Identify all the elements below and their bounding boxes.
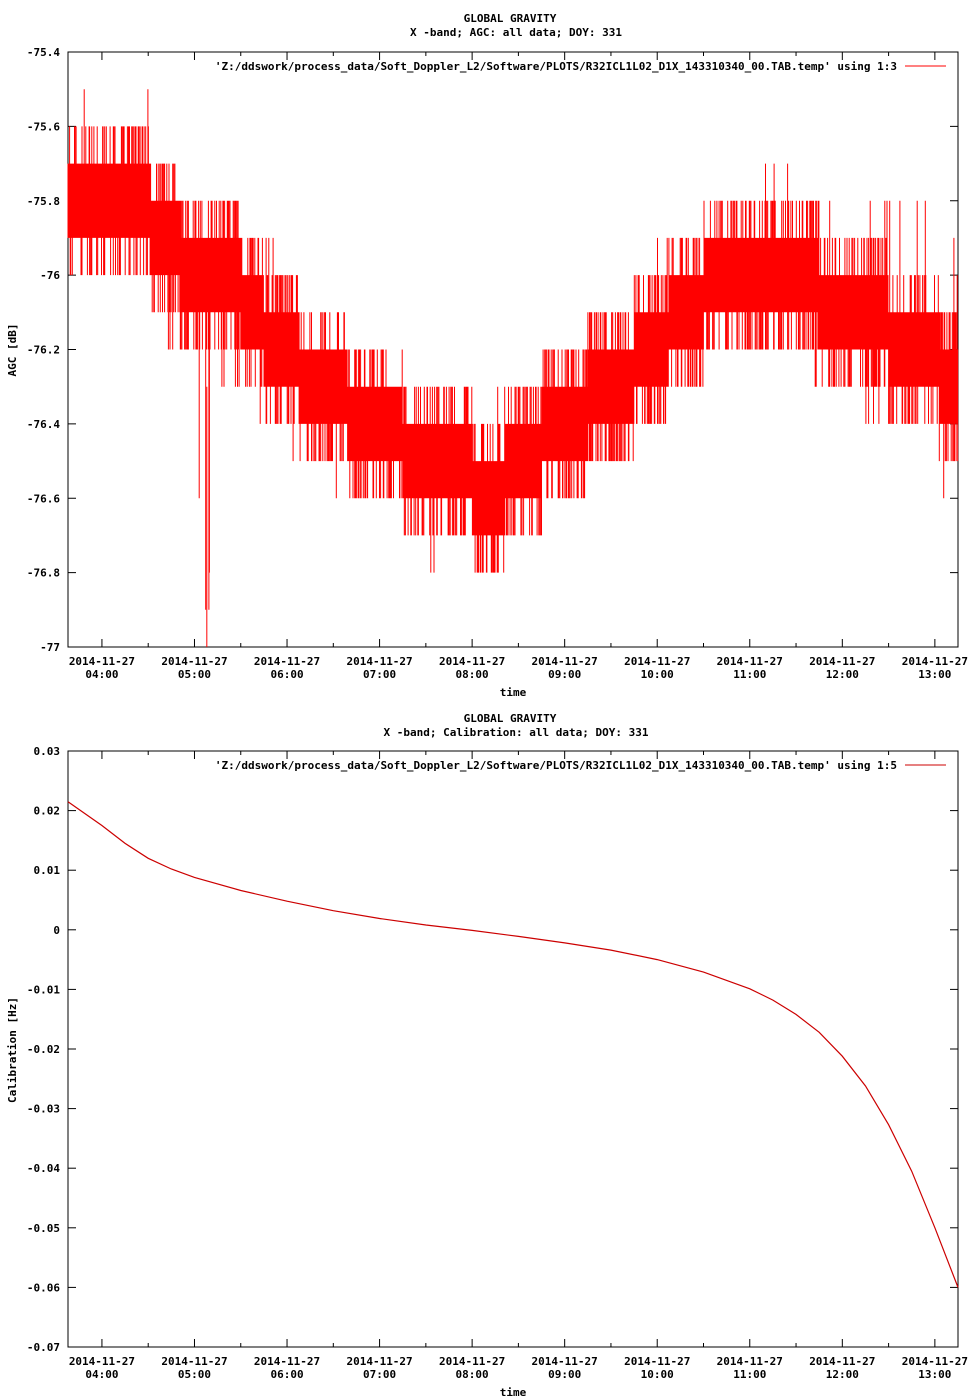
x-tick-time: 04:00 xyxy=(85,1368,118,1381)
y-axis-ticks: 0.03 0.02 0.01 0 -0.01 -0.02 -0.03 -0.04 -0.05 -0… xyxy=(27,745,958,1354)
x-tick-time: 10:00 xyxy=(641,668,674,681)
y-tick-label: -0.05 xyxy=(27,1222,60,1235)
y-tick-label: -0.04 xyxy=(27,1162,60,1175)
chart-title: GLOBAL GRAVITY xyxy=(464,12,557,25)
x-tick-date: 2014-11-27 xyxy=(624,655,690,668)
y-tick-label: 0.02 xyxy=(34,805,61,818)
y-tick-label: -0.01 xyxy=(27,983,60,996)
x-tick-date: 2014-11-27 xyxy=(69,655,135,668)
y-tick-label: -0.02 xyxy=(27,1043,60,1056)
x-axis-ticks: 2014-11-2704:002014-11-2705:002014-11-27… xyxy=(69,52,968,681)
y-tick-label: -75.4 xyxy=(27,46,60,59)
chart-title: GLOBAL GRAVITY xyxy=(464,712,557,725)
x-axis-ticks: 2014-11-2704:002014-11-2705:002014-11-27… xyxy=(69,751,968,1381)
legend-label: 'Z:/ddswork/process_data/Soft_Doppler_L2… xyxy=(215,759,897,772)
y-axis-ticks: -75.4 -75.6 -75.8 -76 -76.2 -76.4 -76.6 -76.8 -7… xyxy=(27,46,958,654)
legend-label: 'Z:/ddswork/process_data/Soft_Doppler_L2… xyxy=(215,60,897,73)
y-tick-label: 0.03 xyxy=(34,745,61,758)
y-tick-label: -76.2 xyxy=(27,344,60,357)
x-tick-date: 2014-11-27 xyxy=(439,655,505,668)
y-tick-label: -75.8 xyxy=(27,195,60,208)
x-tick-date: 2014-11-27 xyxy=(902,655,968,668)
x-tick-date: 2014-11-27 xyxy=(346,1355,412,1368)
x-tick-date: 2014-11-27 xyxy=(254,655,320,668)
x-tick-time: 12:00 xyxy=(826,668,859,681)
y-tick-label: -76.6 xyxy=(27,492,60,505)
x-tick-time: 08:00 xyxy=(456,668,489,681)
x-tick-time: 07:00 xyxy=(363,668,396,681)
x-tick-time: 13:00 xyxy=(918,668,951,681)
x-tick-date: 2014-11-27 xyxy=(69,1355,135,1368)
x-tick-date: 2014-11-27 xyxy=(254,1355,320,1368)
x-tick-time: 12:00 xyxy=(826,1368,859,1381)
y-tick-label: -0.07 xyxy=(27,1341,60,1354)
chart-subtitle: X -band; AGC: all data; DOY: 331 xyxy=(410,26,622,39)
x-tick-time: 04:00 xyxy=(85,668,118,681)
x-tick-time: 11:00 xyxy=(733,668,766,681)
y-tick-label: -76.4 xyxy=(27,418,60,431)
x-tick-date: 2014-11-27 xyxy=(717,1355,783,1368)
x-tick-time: 09:00 xyxy=(548,1368,581,1381)
x-tick-date: 2014-11-27 xyxy=(532,1355,598,1368)
x-axis-label: time xyxy=(500,1386,527,1399)
x-tick-time: 11:00 xyxy=(733,1368,766,1381)
x-tick-date: 2014-11-27 xyxy=(346,655,412,668)
x-tick-date: 2014-11-27 xyxy=(439,1355,505,1368)
data-series xyxy=(67,801,959,1288)
x-tick-date: 2014-11-27 xyxy=(161,1355,227,1368)
y-axis-label: Calibration [Hz] xyxy=(6,997,19,1103)
y-tick-label: -75.6 xyxy=(27,120,60,133)
x-tick-date: 2014-11-27 xyxy=(532,655,598,668)
x-axis-label: time xyxy=(500,686,527,699)
y-tick-label: 0 xyxy=(53,924,60,937)
calibration-series-line xyxy=(67,801,959,1288)
y-axis-label: AGC [dB] xyxy=(6,324,19,377)
x-tick-time: 10:00 xyxy=(641,1368,674,1381)
x-tick-time: 09:00 xyxy=(548,668,581,681)
agc-series-line xyxy=(67,89,959,610)
x-tick-time: 08:00 xyxy=(456,1368,489,1381)
x-tick-date: 2014-11-27 xyxy=(809,1355,875,1368)
x-tick-date: 2014-11-27 xyxy=(809,655,875,668)
agc-chart: GLOBAL GRAVITY X -band; AGC: all data; D… xyxy=(6,12,968,699)
y-tick-label: -77 xyxy=(40,641,60,654)
x-tick-date: 2014-11-27 xyxy=(717,655,783,668)
x-tick-time: 05:00 xyxy=(178,1368,211,1381)
y-tick-label: -76.8 xyxy=(27,567,60,580)
x-tick-time: 05:00 xyxy=(178,668,211,681)
x-tick-date: 2014-11-27 xyxy=(902,1355,968,1368)
x-tick-date: 2014-11-27 xyxy=(624,1355,690,1368)
x-tick-time: 06:00 xyxy=(270,1368,303,1381)
y-tick-label: -0.03 xyxy=(27,1103,60,1116)
y-tick-label: 0.01 xyxy=(34,864,61,877)
chart-subtitle: X -band; Calibration: all data; DOY: 331 xyxy=(384,726,649,739)
plot-frame xyxy=(67,750,959,1348)
x-tick-date: 2014-11-27 xyxy=(161,655,227,668)
x-tick-time: 06:00 xyxy=(270,668,303,681)
calibration-chart: GLOBAL GRAVITY X -band; Calibration: all… xyxy=(6,712,968,1399)
y-tick-label: -76 xyxy=(40,269,60,282)
y-tick-label: -0.06 xyxy=(27,1281,60,1294)
x-tick-time: 13:00 xyxy=(918,1368,951,1381)
data-series xyxy=(67,89,959,647)
x-tick-time: 07:00 xyxy=(363,1368,396,1381)
